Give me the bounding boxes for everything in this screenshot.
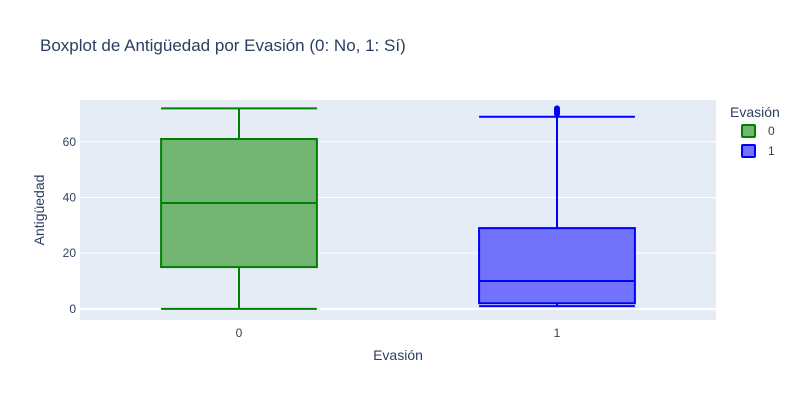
y-ticks: 0 20 40 60 xyxy=(63,135,77,316)
box-series-1 xyxy=(478,105,636,308)
legend-title: Evasión xyxy=(730,104,780,120)
box-series-0 xyxy=(160,107,318,310)
legend[interactable]: Evasión 01 xyxy=(730,104,780,158)
outlier-point xyxy=(554,105,560,112)
legend-swatch xyxy=(741,144,756,158)
chart-title: Boxplot de Antigüedad por Evasión (0: No… xyxy=(40,36,406,55)
x-axis-title: Evasión xyxy=(373,347,423,363)
boxes xyxy=(160,105,636,310)
legend-swatch xyxy=(741,124,756,138)
legend-label: 1 xyxy=(768,144,775,158)
x-tick-label: 0 xyxy=(236,326,243,340)
legend-label: 0 xyxy=(768,124,775,138)
y-tick-label: 20 xyxy=(63,246,77,260)
y-tick-label: 0 xyxy=(69,302,76,316)
y-tick-label: 40 xyxy=(63,190,77,204)
x-tick-label: 1 xyxy=(554,326,561,340)
y-axis-title: Antigüedad xyxy=(31,175,47,246)
legend-item-1: 1 xyxy=(741,144,775,158)
legend-items: 01 xyxy=(741,124,775,158)
box-iqr xyxy=(478,227,636,305)
y-tick-label: 60 xyxy=(63,135,77,149)
legend-item-0: 0 xyxy=(741,124,775,138)
